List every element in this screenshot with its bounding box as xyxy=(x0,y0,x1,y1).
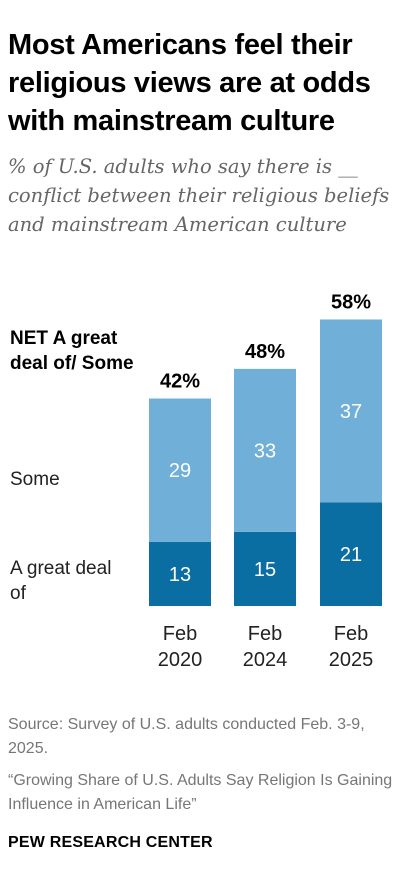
bar-value-label: 37 xyxy=(340,401,362,423)
legend-great-deal-label: A great deal of xyxy=(10,558,112,604)
chart-title: Most Americans feel their religious view… xyxy=(8,29,371,137)
bar-segment-some xyxy=(320,319,382,503)
x-category-label: Feb xyxy=(248,623,282,645)
x-category-label: 2020 xyxy=(158,649,203,671)
x-category-label: 2025 xyxy=(329,649,374,671)
bar-segment-great-deal xyxy=(149,541,211,606)
stacked-bar-chart: 13 29 42% Feb 2020 15 33 48% Feb 2024 21 37 58% Feb 20… xyxy=(149,291,382,671)
org-logo-text: PEW RESEARCH CENTER xyxy=(8,834,213,851)
chart-subtitle: % of U.S. adults who say there is __ con… xyxy=(8,155,390,236)
bar-value-label: 21 xyxy=(340,544,362,566)
bar-value-label: 33 xyxy=(254,440,276,462)
bar-total-label: 58% xyxy=(331,291,371,313)
bar-total-label: 48% xyxy=(245,341,285,363)
report-title: “Growing Share of U.S. Adults Say Religi… xyxy=(8,772,393,813)
legend-net-label: NET A great deal of/ Some xyxy=(10,328,134,374)
bar-value-label: 15 xyxy=(254,559,276,581)
bar-value-label: 29 xyxy=(169,460,191,482)
bar-segment-great-deal xyxy=(320,502,382,606)
bar-total-label: 42% xyxy=(160,371,200,393)
bar-segment-some xyxy=(234,368,296,532)
bar-segment-some xyxy=(149,398,211,542)
x-category-label: Feb xyxy=(334,623,368,645)
bar-value-label: 13 xyxy=(169,564,191,586)
x-category-label: Feb xyxy=(163,623,197,645)
source-note: Source: Survey of U.S. adults conducted … xyxy=(8,716,365,757)
x-category-label: 2024 xyxy=(243,649,288,671)
bar-segment-great-deal xyxy=(234,531,296,606)
legend-some-label: Some xyxy=(10,469,60,490)
